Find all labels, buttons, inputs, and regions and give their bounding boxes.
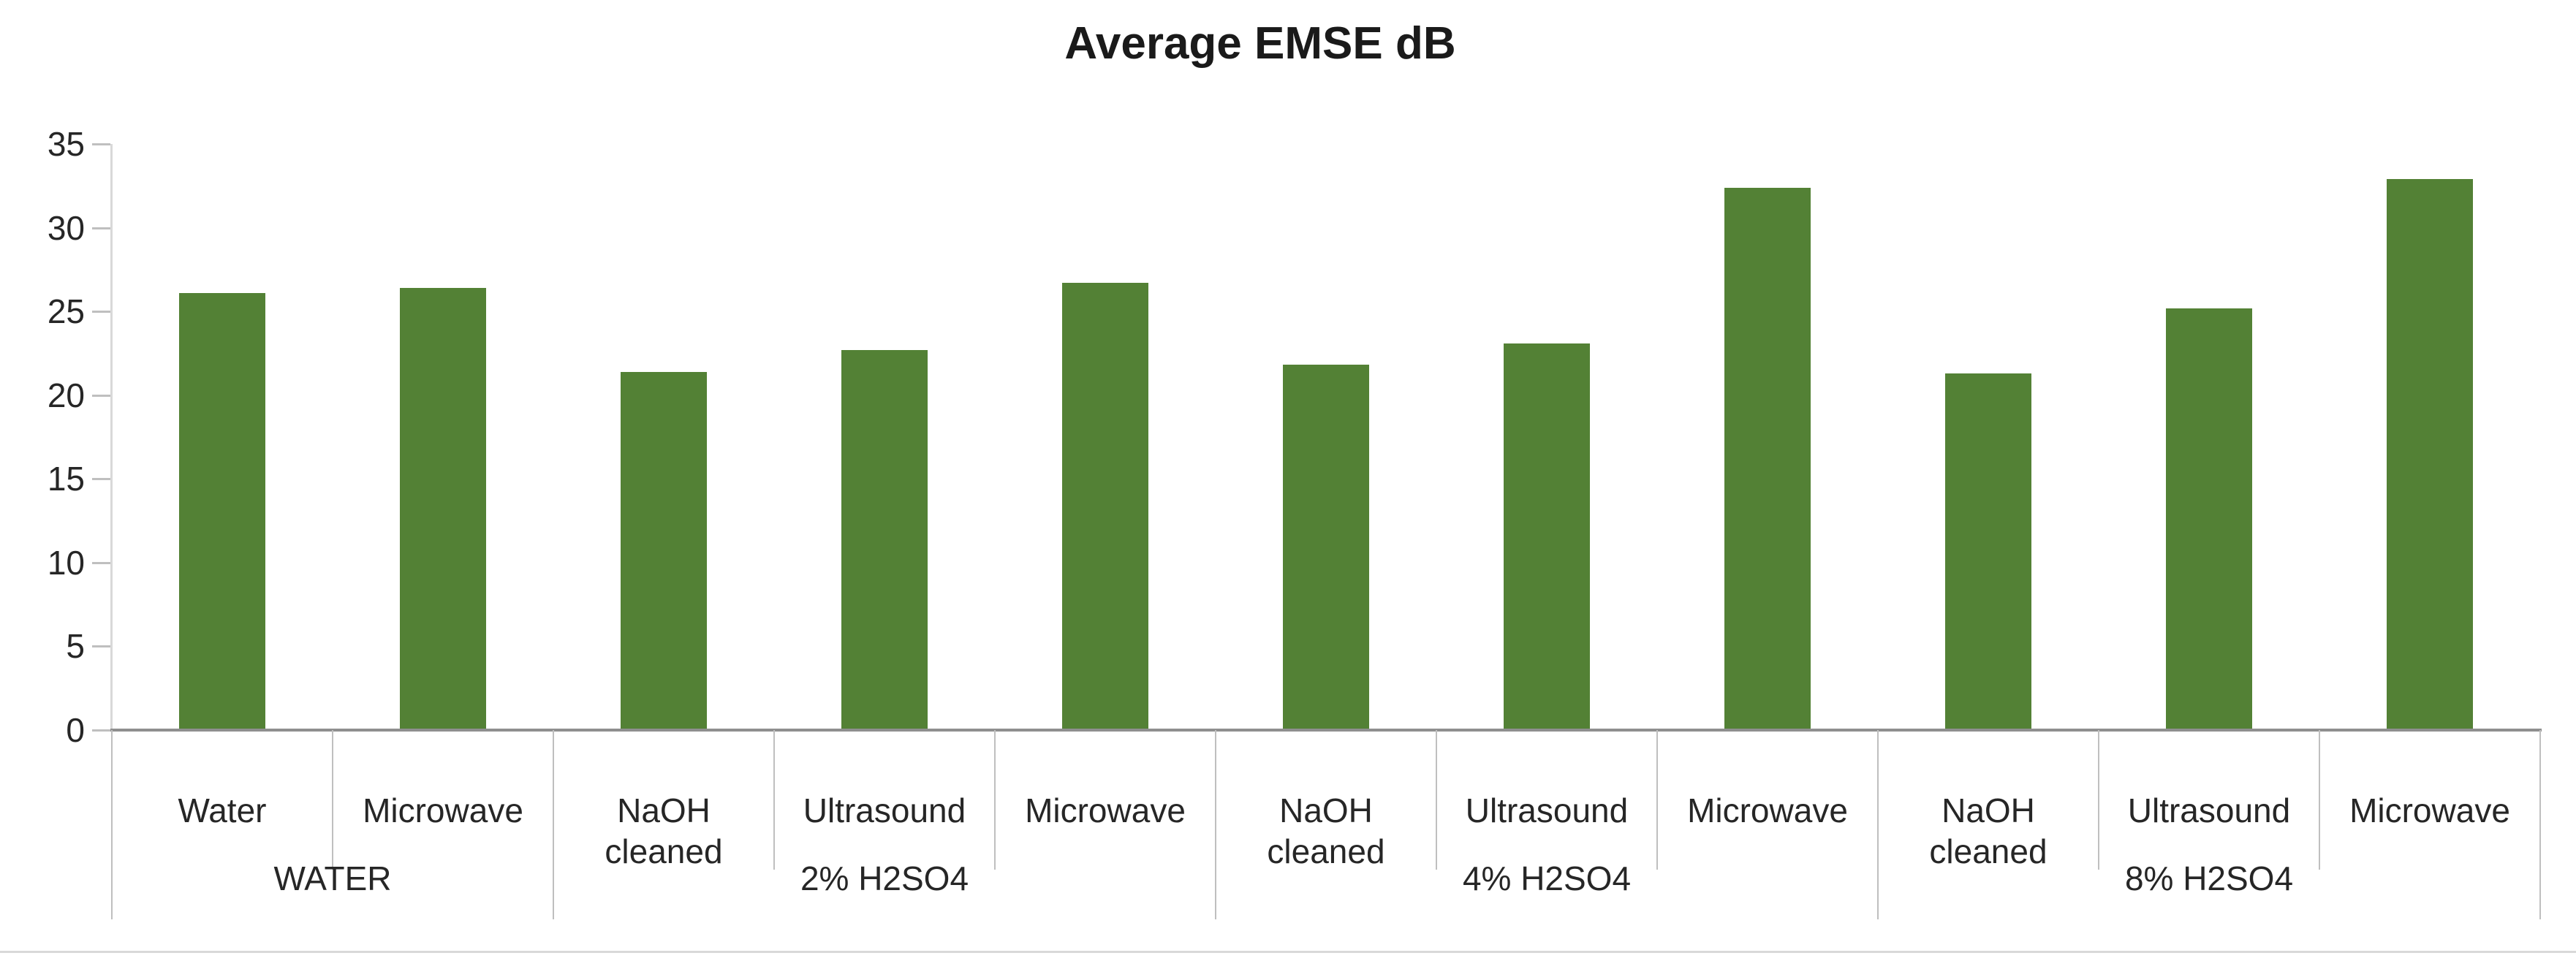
- category-label: Ultrasound: [774, 730, 995, 870]
- y-axis-tick-label: 15: [47, 460, 85, 498]
- y-axis-tick-label: 10: [47, 543, 85, 582]
- category-label-text: NaOH cleaned: [1929, 791, 2047, 870]
- category-label-text: Microwave: [1025, 791, 1186, 829]
- category-label: Ultrasound: [1436, 730, 1657, 870]
- bar-naoh-cleaned: [621, 371, 707, 730]
- category-label-text: Ultrasound: [2127, 791, 2291, 829]
- bar-ultrasound: [841, 349, 928, 730]
- group-label-water: WATER: [273, 859, 392, 897]
- category-label-text: Ultrasound: [803, 791, 966, 829]
- y-axis-tick: [92, 645, 110, 648]
- group-separator: [111, 730, 113, 919]
- y-axis-tick: [92, 394, 110, 397]
- category-label-text: Microwave: [2349, 791, 2510, 829]
- category-label: NaOH cleaned: [1878, 730, 2099, 870]
- y-axis-tick: [92, 561, 110, 564]
- bar-ultrasound: [2166, 308, 2252, 730]
- y-axis-tick: [92, 227, 110, 229]
- bar-ultrasound: [1504, 343, 1590, 730]
- category-label-text: NaOH cleaned: [605, 791, 723, 870]
- category-separator: [2098, 730, 2099, 870]
- category-separator: [994, 730, 996, 870]
- category-label: NaOH cleaned: [1216, 730, 1436, 870]
- group-separator: [1877, 730, 1879, 919]
- y-axis-line: [110, 144, 113, 730]
- group-label-8-h2so4: 8% H2SO4: [2124, 859, 2294, 897]
- category-label: Ultrasound: [2099, 730, 2319, 870]
- group-label-2-h2so4: 2% H2SO4: [800, 859, 969, 897]
- bar-microwave: [2387, 179, 2473, 730]
- category-label: Microwave: [2319, 730, 2540, 870]
- category-label: NaOH cleaned: [553, 730, 774, 870]
- category-separator: [1656, 730, 1658, 870]
- category-separator: [773, 730, 775, 870]
- category-label: Microwave: [995, 730, 1216, 870]
- category-label-text: Microwave: [1687, 791, 1848, 829]
- bar-microwave: [400, 288, 486, 730]
- category-label: Water: [112, 730, 333, 870]
- bar-naoh-cleaned: [1945, 373, 2031, 730]
- bottom-border-line: [0, 951, 2576, 953]
- x-axis-line: [110, 729, 2542, 732]
- category-label-text: NaOH cleaned: [1267, 791, 1385, 870]
- y-axis-tick: [92, 311, 110, 314]
- y-axis-tick-label: 5: [66, 627, 85, 666]
- category-separator: [2319, 730, 2320, 870]
- y-axis-tick: [92, 729, 110, 732]
- category-label: Microwave: [1657, 730, 1878, 870]
- category-label: Microwave: [333, 730, 553, 870]
- bar-naoh-cleaned: [1283, 365, 1369, 730]
- group-separator: [1215, 730, 1216, 919]
- category-label-text: Water: [178, 791, 267, 829]
- bar-microwave: [1724, 187, 1811, 730]
- group-label-4-h2so4: 4% H2SO4: [1462, 859, 1632, 897]
- bar-microwave: [1062, 283, 1148, 730]
- category-label-text: Ultrasound: [1465, 791, 1629, 829]
- chart-title: Average EMSE dB: [1064, 18, 1456, 69]
- y-axis-tick: [92, 143, 110, 145]
- y-axis-tick-label: 35: [47, 125, 85, 163]
- category-label-text: Microwave: [363, 791, 523, 829]
- y-axis-tick-label: 20: [47, 376, 85, 414]
- category-separator: [1436, 730, 1437, 870]
- bar-water: [179, 292, 265, 730]
- y-axis-tick-label: 0: [66, 711, 85, 749]
- group-separator: [2539, 730, 2541, 919]
- y-axis-tick-label: 25: [47, 292, 85, 331]
- category-separator: [332, 730, 333, 870]
- group-separator: [553, 730, 554, 919]
- y-axis-tick: [92, 478, 110, 481]
- y-axis-tick-label: 30: [47, 208, 85, 247]
